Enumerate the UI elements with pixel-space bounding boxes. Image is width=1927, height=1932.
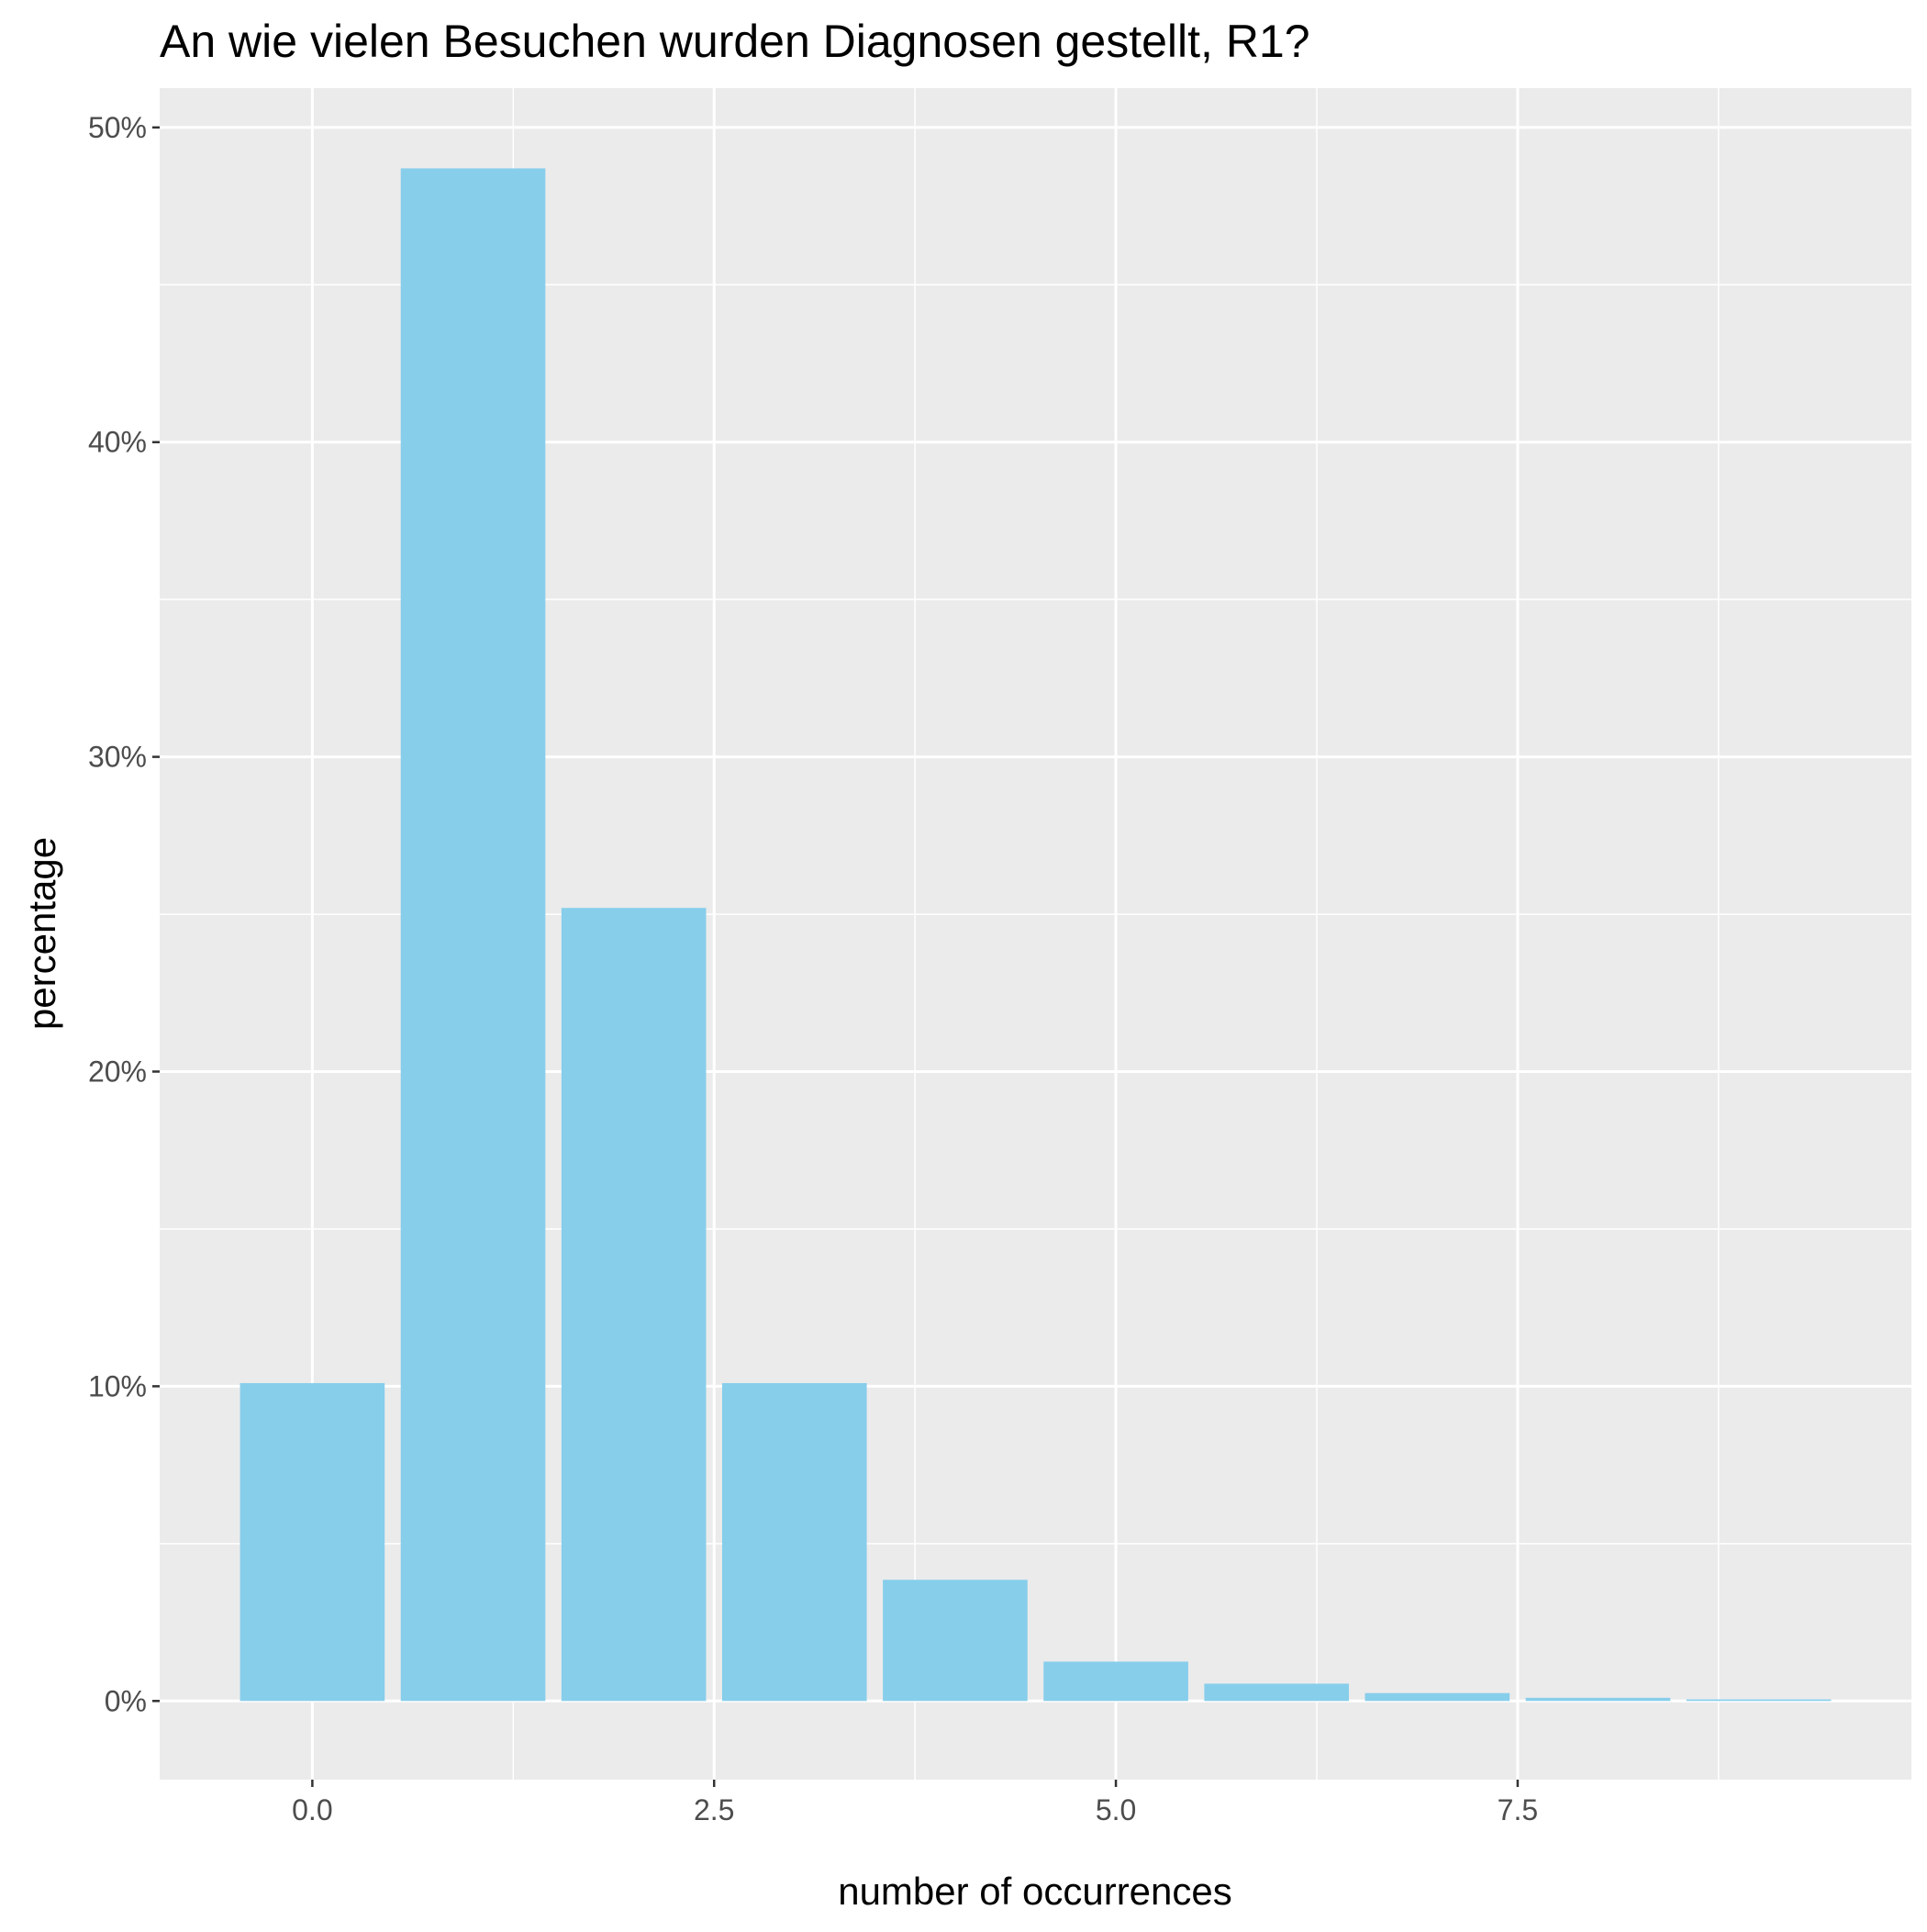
bar <box>1204 1683 1350 1702</box>
bar <box>1525 1697 1671 1702</box>
bar <box>721 1382 867 1702</box>
y-tick-label: 10% <box>88 1369 147 1402</box>
bar <box>561 908 707 1702</box>
bar <box>1364 1692 1510 1702</box>
y-axis-title: percentage <box>20 837 63 1030</box>
x-tick-label: 5.0 <box>1096 1793 1136 1826</box>
bars <box>239 168 1832 1702</box>
bar <box>239 1382 385 1702</box>
bar <box>883 1580 1028 1702</box>
bar <box>400 168 546 1702</box>
y-tick-label: 0% <box>105 1684 147 1717</box>
x-tick-label: 0.0 <box>292 1793 332 1826</box>
y-tick-label: 30% <box>88 741 147 774</box>
y-axis: 0% 10% 20% 30% 40% 50% <box>88 111 160 1717</box>
bar <box>1043 1661 1188 1702</box>
x-axis: 0.0 2.5 5.0 7.5 <box>292 1780 1538 1826</box>
chart-title: An wie vielen Besuchen wurden Diagnosen … <box>160 16 1310 67</box>
y-tick-label: 20% <box>88 1055 147 1089</box>
x-tick-label: 2.5 <box>694 1793 734 1826</box>
y-tick-label: 40% <box>88 426 147 459</box>
x-tick-label: 7.5 <box>1498 1793 1538 1826</box>
bar <box>1686 1699 1832 1702</box>
x-axis-title: number of occurrences <box>838 1870 1232 1913</box>
y-tick-label: 50% <box>88 111 147 144</box>
